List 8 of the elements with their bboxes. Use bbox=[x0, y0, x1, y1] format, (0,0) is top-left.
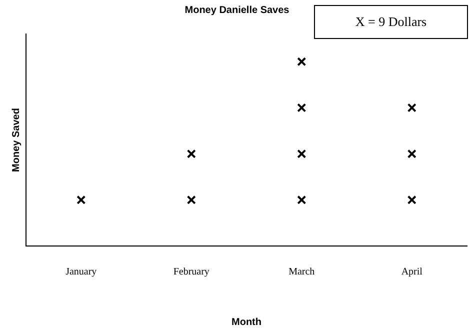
x-axis-title: Month bbox=[232, 316, 262, 328]
x-tick-label: April bbox=[401, 266, 423, 278]
y-axis-title: Money Saved bbox=[10, 108, 22, 172]
chart-title: Money Danielle Saves bbox=[184, 4, 290, 16]
x-tick-label: March bbox=[288, 266, 315, 278]
x-tick-label: February bbox=[173, 266, 210, 278]
x-tick-label: January bbox=[66, 266, 97, 278]
text: X = 9 Dollars bbox=[314, 5, 468, 39]
